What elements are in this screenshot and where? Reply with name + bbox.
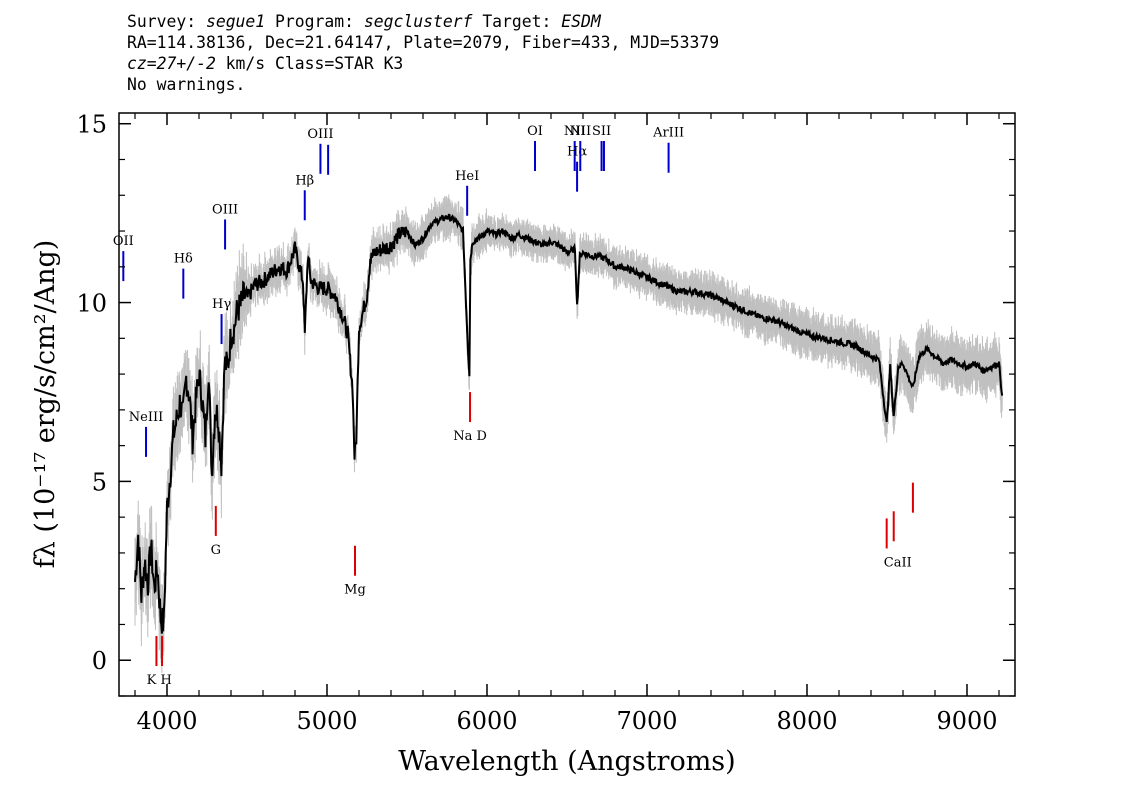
error-band [134, 194, 1003, 674]
absorption-label: CaII [884, 555, 912, 570]
x-tick-label: 7000 [616, 707, 677, 735]
y-axis-title: fλ (10⁻¹⁷ erg/s/cm²/Ang) [30, 240, 61, 569]
emission-label: Hα [567, 145, 587, 160]
survey-value: segue1 [205, 12, 266, 31]
program-label: Program: [275, 12, 354, 31]
emission-label: ArIII [652, 126, 684, 141]
spectrum-header: Survey: segue1 Program: segclusterf Targ… [127, 11, 1027, 95]
program-value: segclusterf [363, 12, 473, 31]
emission-label: NII [564, 124, 586, 139]
cz-value: cz=27+/-2 [127, 54, 216, 73]
absorption-label: K H [147, 673, 172, 688]
target-label: Target: [482, 12, 552, 31]
x-tick-label: 9000 [936, 707, 997, 735]
absorption-label: Na D [453, 429, 487, 444]
y-tick-label: 15 [76, 111, 107, 139]
header-redshift-line: cz=27+/-2 km/s Class=STAR K3 [127, 53, 1027, 74]
emission-label: NII [569, 124, 591, 139]
x-tick-label: 5000 [296, 707, 357, 735]
y-tick-label: 0 [92, 647, 107, 675]
y-tick-label: 10 [76, 290, 107, 318]
emission-label: OII [113, 234, 134, 249]
survey-label: Survey: [127, 12, 197, 31]
header-coordinates-line: RA=114.38136, Dec=21.64147, Plate=2079, … [127, 33, 720, 52]
emission-label: Hγ [212, 297, 231, 312]
x-axis-title: Wavelength (Angstroms) [398, 746, 735, 777]
x-tick-label: 8000 [776, 707, 837, 735]
absorption-label: G [211, 543, 221, 558]
emission-label: SII [592, 124, 611, 139]
emission-label: HeI [455, 169, 479, 184]
error-band-layer [134, 194, 1003, 674]
header-survey-line: Survey: segue1 Program: segclusterf Targ… [127, 11, 1027, 32]
x-tick-label: 6000 [456, 707, 517, 735]
emission-label: OIII [307, 127, 333, 142]
emission-label: NeIII [129, 410, 163, 425]
y-tick-label: 5 [92, 468, 107, 496]
emission-label: OI [527, 124, 543, 139]
emission-label: OIII [212, 202, 238, 217]
emission-label: Hβ [295, 173, 314, 188]
flux-line [135, 215, 1002, 634]
flux-layer [135, 215, 1002, 634]
axis-ticks-layer: 4000 5000 6000 7000 8000 9000 0 5 10 15 [76, 111, 1015, 735]
absorption-label: Mg [344, 583, 366, 598]
header-warnings-line: No warnings. [127, 75, 246, 94]
class-value: km/s Class=STAR K3 [215, 54, 404, 73]
emission-label: Hδ [174, 252, 193, 267]
x-tick-label: 4000 [136, 707, 197, 735]
target-value: ESDM [561, 12, 601, 31]
plot-frame [118, 112, 1016, 697]
